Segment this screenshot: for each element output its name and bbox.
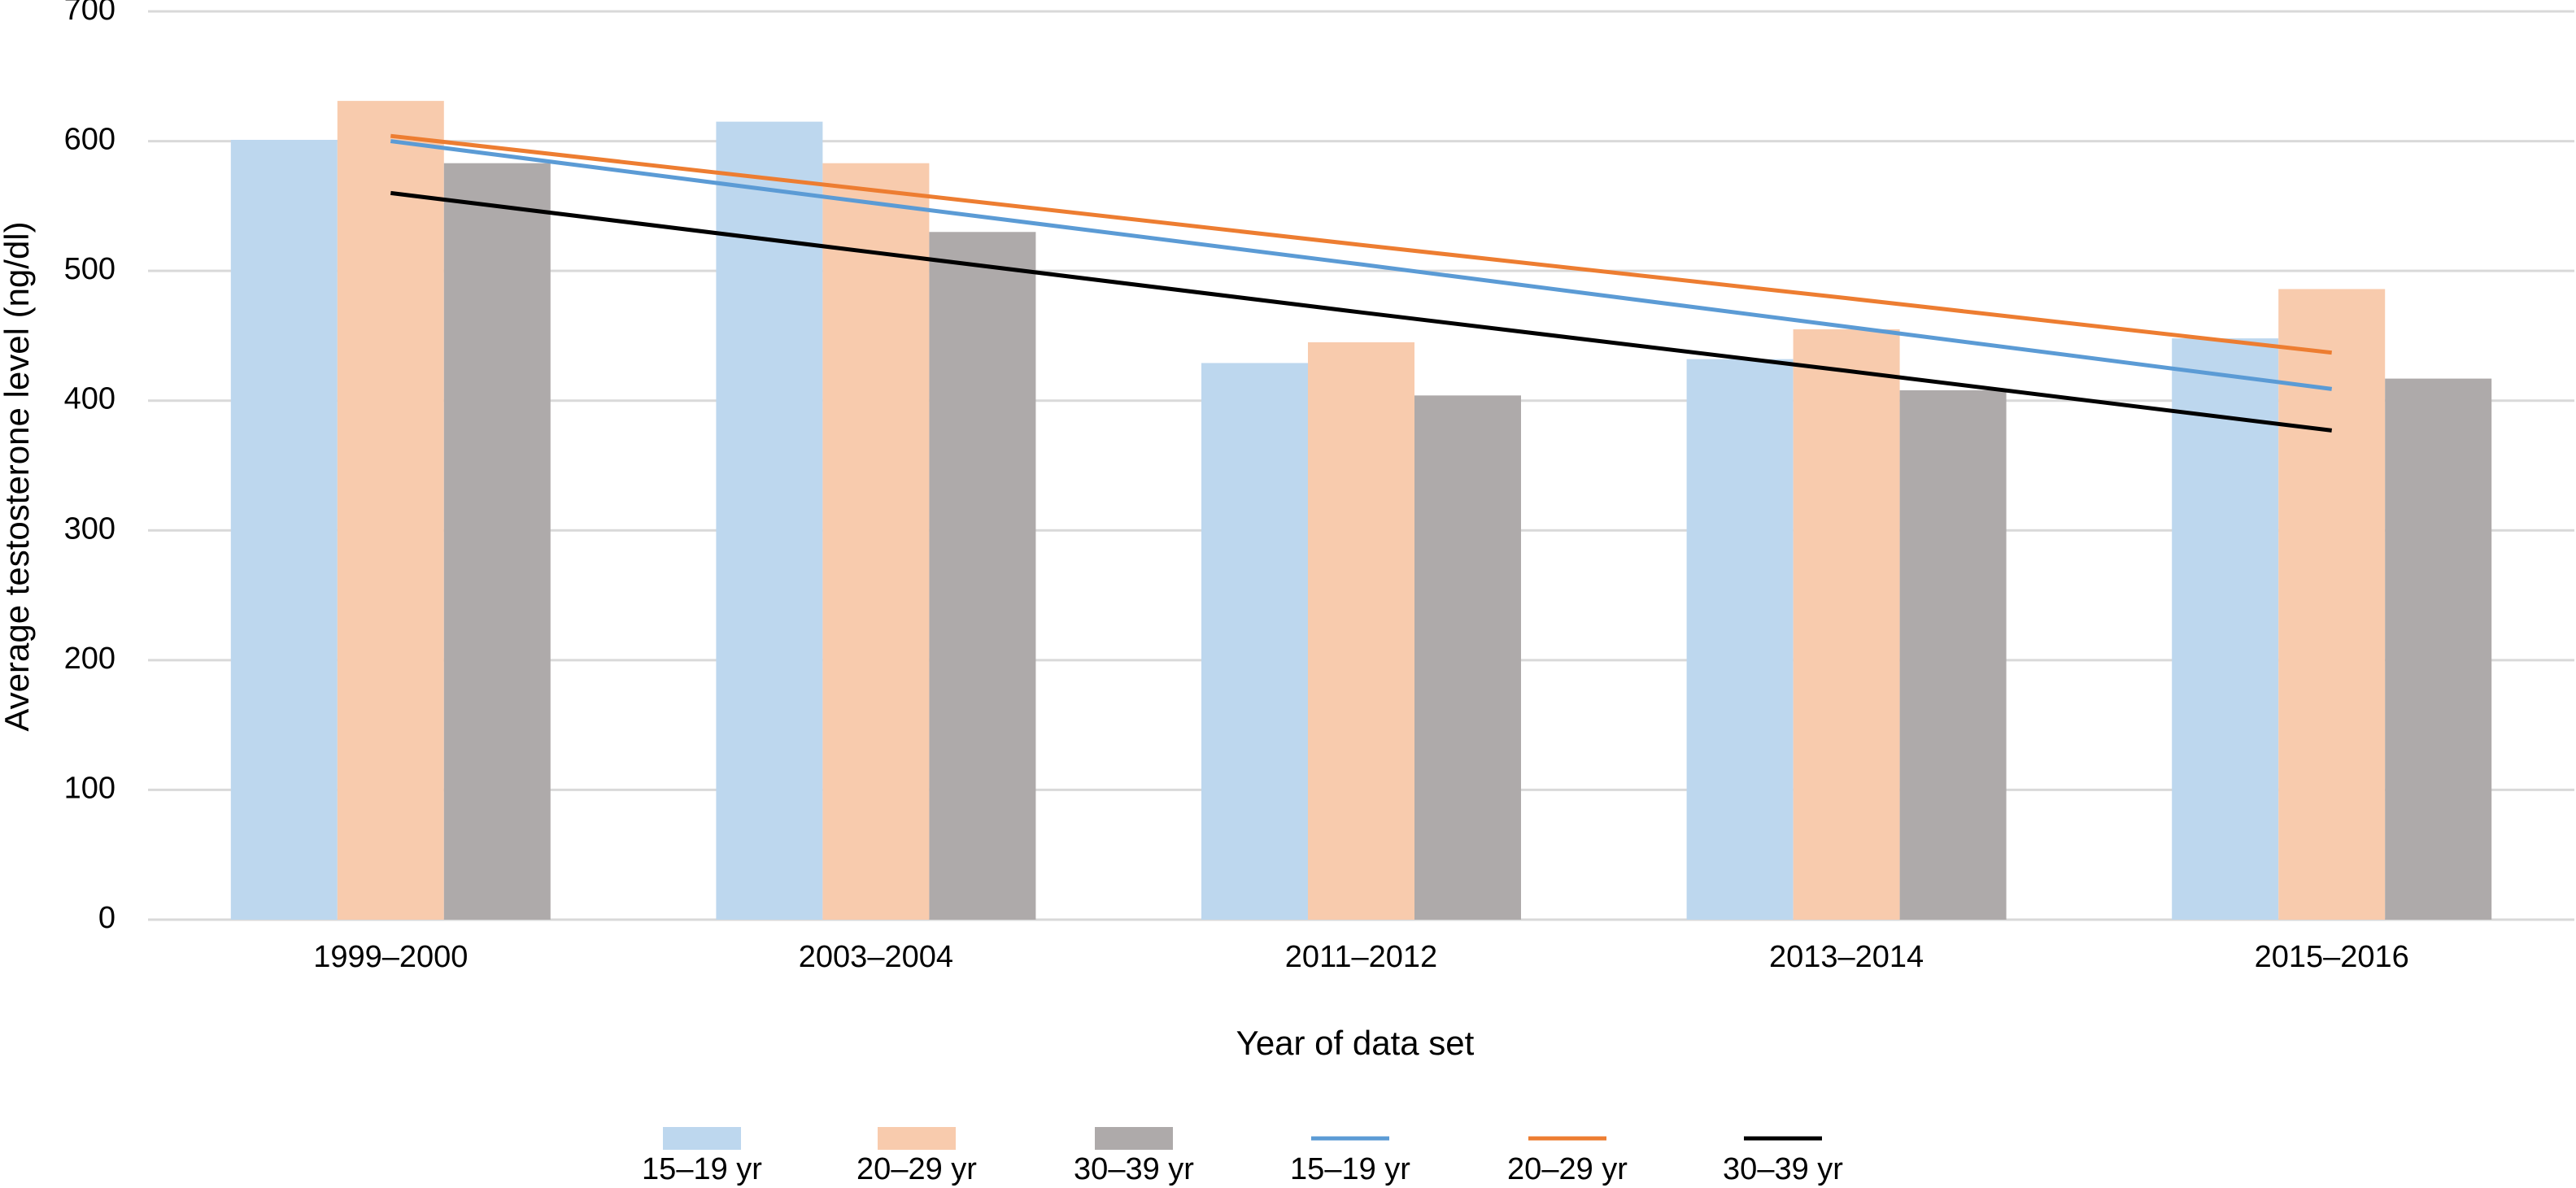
- bar: [1793, 329, 1900, 920]
- bar: [337, 101, 444, 920]
- x-tick-label: 1999–2000: [313, 940, 468, 974]
- bar: [1308, 342, 1414, 920]
- bar: [822, 163, 930, 920]
- y-tick-label: 200: [64, 642, 116, 676]
- y-tick-label: 700: [64, 0, 116, 27]
- bar: [1686, 359, 1794, 920]
- legend-label: 20–29 yr: [1507, 1152, 1628, 1186]
- y-tick-label: 400: [64, 382, 116, 416]
- y-tick-label: 100: [64, 771, 116, 805]
- x-tick-label: 2011–2012: [1285, 940, 1437, 974]
- y-tick-label: 300: [64, 511, 116, 546]
- legend-label: 15–19 yr: [1290, 1152, 1410, 1186]
- legend-label: 30–39 yr: [1074, 1152, 1194, 1186]
- y-tick-label: 600: [64, 123, 116, 157]
- bar: [443, 163, 551, 920]
- y-axis-title: Average testosterone level (ng/dl): [0, 221, 36, 731]
- trend-line: [390, 133, 2332, 355]
- bar: [1201, 363, 1308, 920]
- bar: [230, 139, 338, 920]
- bar: [929, 232, 1036, 920]
- legend-swatch: [1095, 1127, 1173, 1150]
- bar: [716, 121, 823, 920]
- legend-label: 30–39 yr: [1723, 1152, 1843, 1186]
- y-tick-label: 0: [98, 901, 116, 935]
- legend-label: 20–29 yr: [856, 1152, 977, 1186]
- legend-label: 15–19 yr: [642, 1152, 762, 1186]
- y-tick-label: 500: [64, 252, 116, 286]
- legend-swatch: [878, 1127, 956, 1150]
- trend-line: [390, 139, 2333, 391]
- x-tick-label: 2013–2014: [1769, 940, 1924, 974]
- x-axis-title: Year of data set: [1236, 1024, 1475, 1062]
- legend-swatch: [663, 1127, 741, 1150]
- bar: [2385, 378, 2492, 920]
- bar: [2278, 289, 2386, 920]
- bar: [1414, 395, 1521, 920]
- bar: [2172, 338, 2279, 920]
- x-tick-label: 2015–2016: [2255, 940, 2409, 974]
- trend-line: [390, 190, 2333, 433]
- x-tick-label: 2003–2004: [799, 940, 953, 974]
- bar: [1899, 389, 2007, 920]
